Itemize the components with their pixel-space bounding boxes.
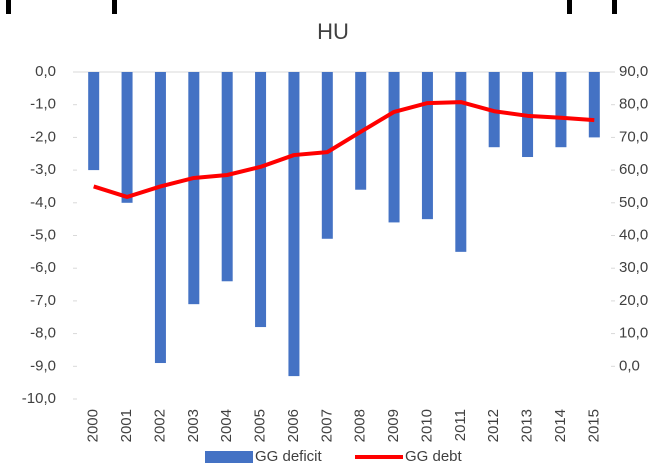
x-tick-label: 2012 (485, 409, 502, 442)
bar (88, 72, 100, 171)
x-tick-label: 2011 (452, 409, 469, 441)
legend-label: GG debt (405, 448, 463, 465)
x-tick-label: 2008 (352, 409, 369, 442)
y-tick-label: -4,0 (30, 194, 56, 211)
corner-mark (112, 0, 117, 14)
x-tick-label: 2006 (285, 409, 302, 442)
x-tick-label: 2001 (118, 409, 135, 442)
legend-label: GG deficit (255, 448, 323, 465)
y-tick-label: 0,0 (35, 63, 56, 80)
y2-tick-label: 60,0 (619, 161, 648, 178)
y-tick-label: -8,0 (30, 325, 56, 342)
bar (121, 72, 133, 203)
x-tick-label: 2000 (85, 409, 102, 442)
x-tick-label: 2007 (318, 409, 335, 442)
corner-mark (6, 0, 11, 14)
y-tick-label: -5,0 (30, 226, 56, 243)
y2-tick-label: 90,0 (619, 63, 648, 80)
y2-tick-label: 50,0 (619, 194, 648, 211)
bar (321, 72, 333, 239)
corner-mark (612, 0, 617, 14)
bar (455, 72, 467, 252)
y-tick-label: -9,0 (30, 357, 56, 374)
line (93, 100, 595, 199)
y-tick-label: -1,0 (30, 96, 56, 113)
x-tick-label: 2009 (385, 409, 402, 442)
y2-tick-label: 30,0 (619, 259, 648, 276)
y2-tick-label: 80,0 (619, 96, 648, 113)
x-tick-label: 2015 (585, 409, 602, 442)
corner-mark (567, 0, 572, 14)
y2-tick-label: 0,0 (619, 357, 640, 374)
y-tick-label: -6,0 (30, 259, 56, 276)
bar (288, 72, 300, 377)
x-tick-label: 2002 (151, 409, 168, 442)
y-tick-label: -7,0 (30, 292, 56, 309)
y2-tick-label: 10,0 (619, 325, 648, 342)
x-tick-label: 2003 (185, 409, 202, 442)
chart-title: HU (317, 19, 349, 44)
y2-tick-label: 70,0 (619, 128, 648, 145)
y-tick-label: -3,0 (30, 161, 56, 178)
x-tick-label: 2004 (218, 409, 235, 442)
bar (188, 72, 200, 305)
x-tick-label: 2014 (552, 409, 569, 442)
y2-tick-label: 20,0 (619, 292, 648, 309)
bar (555, 72, 567, 148)
bar (421, 72, 433, 220)
bar (588, 72, 600, 138)
legend-swatch (205, 451, 253, 463)
x-tick-label: 2010 (418, 409, 435, 442)
x-tick-label: 2005 (252, 409, 269, 442)
y-tick-label: -10,0 (22, 390, 56, 407)
bar (255, 72, 267, 328)
bar (154, 72, 166, 364)
x-tick-label: 2013 (519, 409, 536, 442)
y2-tick-label: 40,0 (619, 226, 648, 243)
y-tick-label: -2,0 (30, 128, 56, 145)
bar (388, 72, 400, 223)
